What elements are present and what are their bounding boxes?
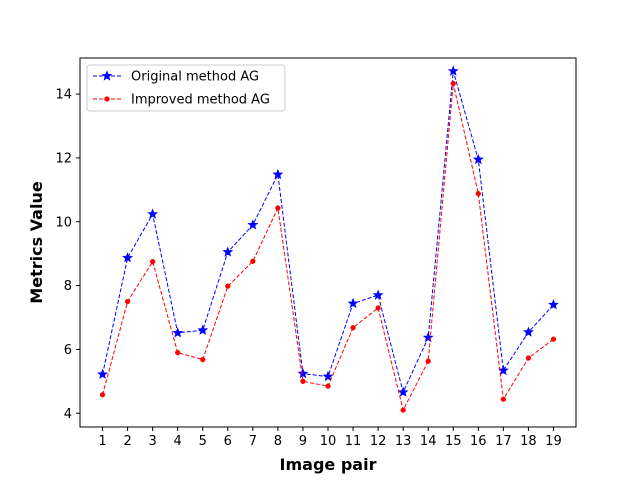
data-point [400, 407, 406, 413]
x-tick-label: 13 [395, 434, 412, 449]
x-tick-label: 19 [545, 434, 562, 449]
data-point [122, 252, 134, 263]
legend-label: Original method AG [131, 70, 259, 85]
data-point [275, 205, 281, 211]
x-tick-label: 7 [249, 434, 257, 449]
legend-marker [104, 96, 110, 102]
x-tick-label: 3 [149, 434, 157, 449]
x-tick-label: 18 [520, 434, 537, 449]
data-point [447, 65, 459, 76]
data-point [124, 298, 131, 305]
data-point [347, 297, 359, 309]
legend: Original method AG Improved method AG [86, 64, 286, 112]
data-point [475, 191, 481, 197]
plot-frame [79, 57, 577, 428]
legend-label: Improved method AG [131, 93, 270, 108]
y-tick-label: 4 [64, 407, 72, 422]
data-point [422, 331, 434, 343]
data-point [200, 356, 206, 363]
x-axis-title: Image pair [280, 455, 377, 474]
data-point [322, 370, 334, 382]
legend-item: Improved method AG [93, 93, 270, 108]
x-tick-label: 14 [420, 434, 437, 449]
x-tick-label: 12 [370, 434, 387, 449]
x-tick-label: 6 [224, 434, 232, 449]
x-tick-label: 17 [495, 434, 512, 449]
data-point [97, 368, 108, 379]
x-tick-label: 15 [445, 434, 462, 449]
data-point [525, 355, 532, 361]
series-original-method-ag [97, 65, 559, 397]
data-point [172, 327, 184, 338]
plot-area [80, 58, 576, 427]
data-point [372, 289, 384, 300]
data-point [548, 299, 559, 310]
y-tick-label: 8 [64, 279, 72, 294]
data-point [175, 349, 181, 356]
y-tick-label: 12 [55, 151, 72, 166]
data-point [375, 305, 381, 311]
data-point [500, 396, 507, 402]
data-point [197, 324, 209, 335]
y-tick-label: 14 [55, 88, 72, 103]
series-layer [97, 65, 559, 413]
data-point [272, 168, 284, 180]
data-point [325, 383, 331, 389]
y-axis-title: Metrics Value [27, 181, 46, 304]
legend-item: Original method AG [93, 70, 259, 85]
data-point [99, 392, 106, 398]
x-tick-label: 8 [274, 434, 282, 449]
x-tick-label: 11 [345, 434, 362, 449]
x-tick-label: 16 [470, 434, 487, 449]
data-point [550, 336, 557, 342]
x-tick-label: 5 [199, 434, 207, 449]
data-point [397, 386, 409, 397]
series-improved-method-ag [99, 80, 557, 413]
data-point [425, 358, 431, 364]
data-point [247, 219, 259, 230]
data-point [149, 259, 156, 265]
data-point [222, 246, 234, 257]
data-point [350, 325, 356, 331]
x-tick-label: 2 [123, 434, 131, 449]
x-tick-label: 9 [299, 434, 307, 449]
x-tick-label: 1 [98, 434, 106, 449]
data-point [147, 208, 159, 219]
data-point [450, 80, 456, 87]
data-point [472, 153, 484, 165]
data-point [300, 378, 306, 385]
legend-frame [86, 64, 286, 112]
y-tick-label: 10 [55, 215, 72, 230]
legend-marker [101, 70, 113, 81]
data-point [522, 326, 534, 337]
data-point [225, 283, 231, 289]
data-point [250, 258, 256, 264]
data-point [297, 368, 309, 379]
x-tick-label: 4 [174, 434, 182, 449]
y-tick-label: 6 [64, 343, 72, 358]
x-tick-label: 10 [320, 434, 337, 449]
